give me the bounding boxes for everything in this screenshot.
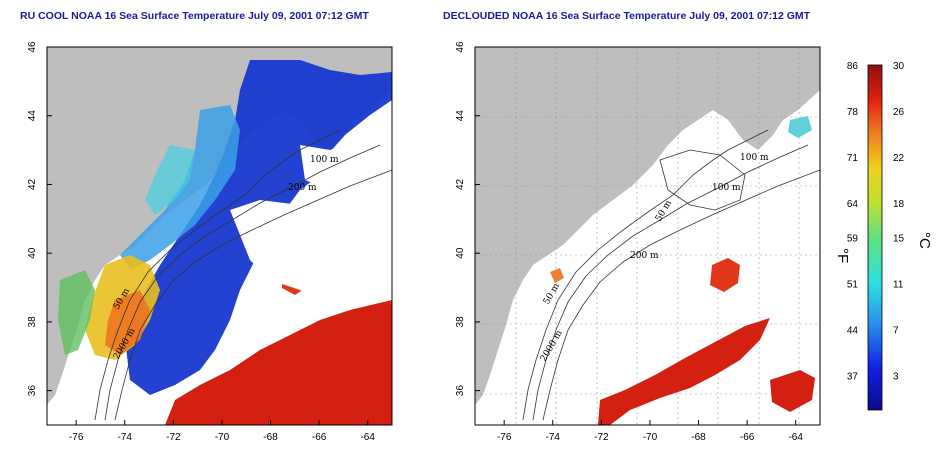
fahrenheit-unit: °F xyxy=(834,248,851,263)
right-axis-ticks: -76 -74 -72 -70 -68 -66 -64 46 44 42 40 38 36 xyxy=(455,41,803,443)
right-x-tick-label: -66 xyxy=(740,432,755,443)
fahrenheit-tick-label: 86 xyxy=(847,61,859,72)
right-y-tick-label: 42 xyxy=(455,178,466,190)
fahrenheit-tick-label: 51 xyxy=(847,280,859,291)
right-land xyxy=(475,47,820,405)
right-contour-50m xyxy=(522,129,769,421)
right-x-tick-label: -64 xyxy=(788,432,803,443)
celsius-tick-label: 22 xyxy=(893,153,905,164)
right-contour-label-200m: 200 m xyxy=(630,251,659,261)
left-contour-2000m xyxy=(114,169,392,421)
left-contour-50m xyxy=(94,129,341,421)
celsius-tick-label: 15 xyxy=(893,234,905,245)
left-map-title: RU COOL NOAA 16 Sea Surface Temperature … xyxy=(20,10,369,22)
right-map-plot-area xyxy=(475,47,820,425)
celsius-tick-label: 30 xyxy=(893,61,905,72)
right-y-tick-label: 38 xyxy=(455,316,466,328)
right-x-tick-label: -76 xyxy=(497,432,512,443)
celsius-tick-label: 26 xyxy=(893,107,905,118)
right-y-tick-label: 36 xyxy=(455,385,466,397)
right-cyan-patch xyxy=(788,116,812,138)
left-y-tick-label: 36 xyxy=(27,385,38,397)
right-warm-patch xyxy=(710,258,740,292)
left-contour-label-200m: 200 m xyxy=(288,183,317,193)
celsius-tick-label: 18 xyxy=(893,199,905,210)
celsius-unit: °C xyxy=(916,232,933,249)
left-y-tick-label: 38 xyxy=(27,316,38,328)
left-contour-200m xyxy=(104,144,381,421)
left-y-tick-label: 46 xyxy=(27,41,38,53)
right-contour-200m xyxy=(532,144,809,421)
left-cyan-water xyxy=(145,145,195,215)
left-nearshore-green xyxy=(58,270,95,355)
right-contour-label-100m-a: 100 m xyxy=(740,153,769,163)
left-cloud xyxy=(230,200,392,300)
left-gulf-stream xyxy=(165,300,392,425)
colorbar xyxy=(867,64,883,411)
left-map-plot-area xyxy=(47,47,392,425)
left-map-frame xyxy=(46,46,393,426)
right-contour-banks xyxy=(659,149,746,211)
right-map-title: DECLOUDED NOAA 16 Sea Surface Temperatur… xyxy=(443,10,811,22)
left-y-tick-label: 44 xyxy=(27,110,38,122)
right-x-tick-label: -68 xyxy=(691,432,706,443)
right-x-tick-label: -74 xyxy=(546,432,561,443)
right-map-frame xyxy=(474,46,821,426)
fahrenheit-tick-label: 71 xyxy=(847,153,859,164)
left-axis-ticks: -76 -74 -72 -70 -68 -66 -64 46 44 42 40 38 36 xyxy=(27,41,375,443)
right-x-tick-label: -70 xyxy=(643,432,658,443)
left-x-tick-label: -68 xyxy=(263,432,278,443)
celsius-tick-label: 11 xyxy=(893,280,904,291)
left-contour-label-100m: 100 m xyxy=(310,155,339,165)
left-land xyxy=(47,47,392,405)
right-warm-patch-2 xyxy=(770,370,815,412)
left-x-tick-label: -72 xyxy=(166,432,181,443)
right-y-tick-label: 46 xyxy=(455,41,466,53)
right-y-tick-label: 40 xyxy=(455,247,466,259)
right-contour-2000m xyxy=(542,169,820,421)
left-x-tick-label: -64 xyxy=(360,432,375,443)
left-x-tick-label: -66 xyxy=(312,432,327,443)
left-x-tick-label: -74 xyxy=(118,432,133,443)
celsius-tick-label: 3 xyxy=(893,372,899,383)
right-contour-label-100m-b: 100 m xyxy=(712,183,741,193)
fahrenheit-tick-label: 59 xyxy=(847,234,859,245)
right-orange-patch xyxy=(550,268,564,283)
celsius-tick-label: 7 xyxy=(893,326,899,337)
left-nearshore-orange xyxy=(105,290,150,355)
right-y-tick-label: 44 xyxy=(455,110,466,122)
left-y-tick-label: 40 xyxy=(27,247,38,259)
fahrenheit-tick-label: 37 xyxy=(847,372,859,383)
fahrenheit-tick-label: 44 xyxy=(847,326,859,337)
right-x-tick-label: -72 xyxy=(594,432,609,443)
left-x-tick-label: -76 xyxy=(69,432,84,443)
fahrenheit-tick-label: 78 xyxy=(847,107,859,118)
right-gulf-stream xyxy=(598,318,770,425)
left-y-tick-label: 42 xyxy=(27,178,38,190)
colorbar-labels: 30 86 26 78 22 71 18 64 15 59 11 51 7 44 3 37 xyxy=(847,61,905,383)
fahrenheit-tick-label: 64 xyxy=(847,199,859,210)
left-x-tick-label: -70 xyxy=(215,432,230,443)
